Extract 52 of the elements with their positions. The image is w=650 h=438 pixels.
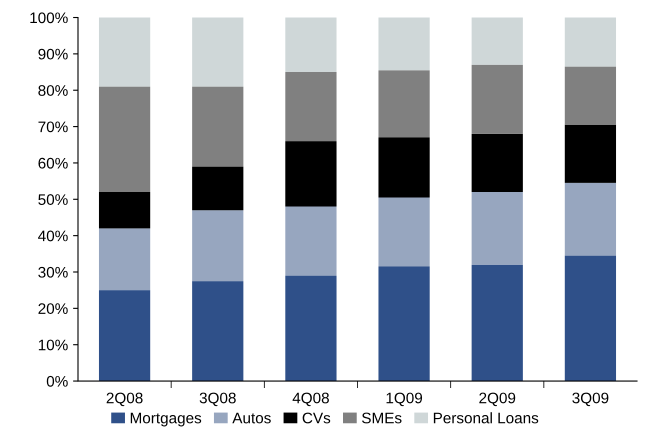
bar [472, 134, 523, 192]
x-tick-label: 1Q09 [386, 392, 422, 406]
y-tick-label: 100% [30, 12, 68, 24]
bar [564, 124, 616, 183]
bar [192, 281, 244, 382]
x-tick-label: 2Q09 [479, 392, 516, 406]
y-tick-label: 30% [38, 266, 68, 278]
y-tick-label: 40% [38, 230, 68, 242]
x-tick-label: 4Q08 [292, 392, 329, 406]
y-tick-label: 60% [38, 158, 68, 169]
bar [472, 64, 523, 134]
bar [98, 192, 150, 228]
bar [564, 256, 616, 382]
y-tick-label: 20% [38, 303, 68, 314]
y-tick-label: 70% [38, 121, 68, 132]
bar [192, 86, 244, 167]
bar [472, 18, 523, 65]
y-tick-label: 80% [38, 85, 68, 96]
bar [285, 206, 337, 276]
x-tick-label: 3Q09 [572, 392, 608, 406]
legend-label: Autos [232, 412, 271, 424]
bar [98, 86, 150, 192]
bar [472, 192, 523, 265]
bar [472, 264, 523, 382]
bar [564, 66, 616, 125]
legend-label: Mortgages [130, 412, 202, 426]
y-tick-label: 90% [38, 48, 68, 60]
bar [564, 18, 616, 67]
legend-label: CVs [302, 412, 330, 424]
bar [192, 18, 244, 87]
bar [98, 290, 150, 382]
bar [192, 166, 244, 210]
bar [285, 141, 337, 207]
legend-label: SMEs [362, 412, 402, 424]
x-tick-label: 2Q08 [106, 392, 143, 406]
bar [378, 197, 430, 267]
bar [98, 228, 150, 290]
legend-label: Personal Loans [434, 412, 538, 424]
bar [564, 182, 616, 256]
bar [378, 70, 430, 138]
bar [285, 18, 337, 72]
x-tick-label: 3Q08 [200, 392, 236, 406]
y-tick-label: 10% [38, 340, 68, 350]
bar [378, 266, 430, 382]
bar [285, 276, 337, 382]
bar [378, 137, 430, 198]
bar [98, 18, 150, 87]
bar [378, 18, 430, 70]
y-tick-label: 0% [46, 376, 68, 387]
bar [285, 72, 337, 142]
bar [192, 210, 244, 282]
y-tick-label: 50% [38, 194, 68, 205]
